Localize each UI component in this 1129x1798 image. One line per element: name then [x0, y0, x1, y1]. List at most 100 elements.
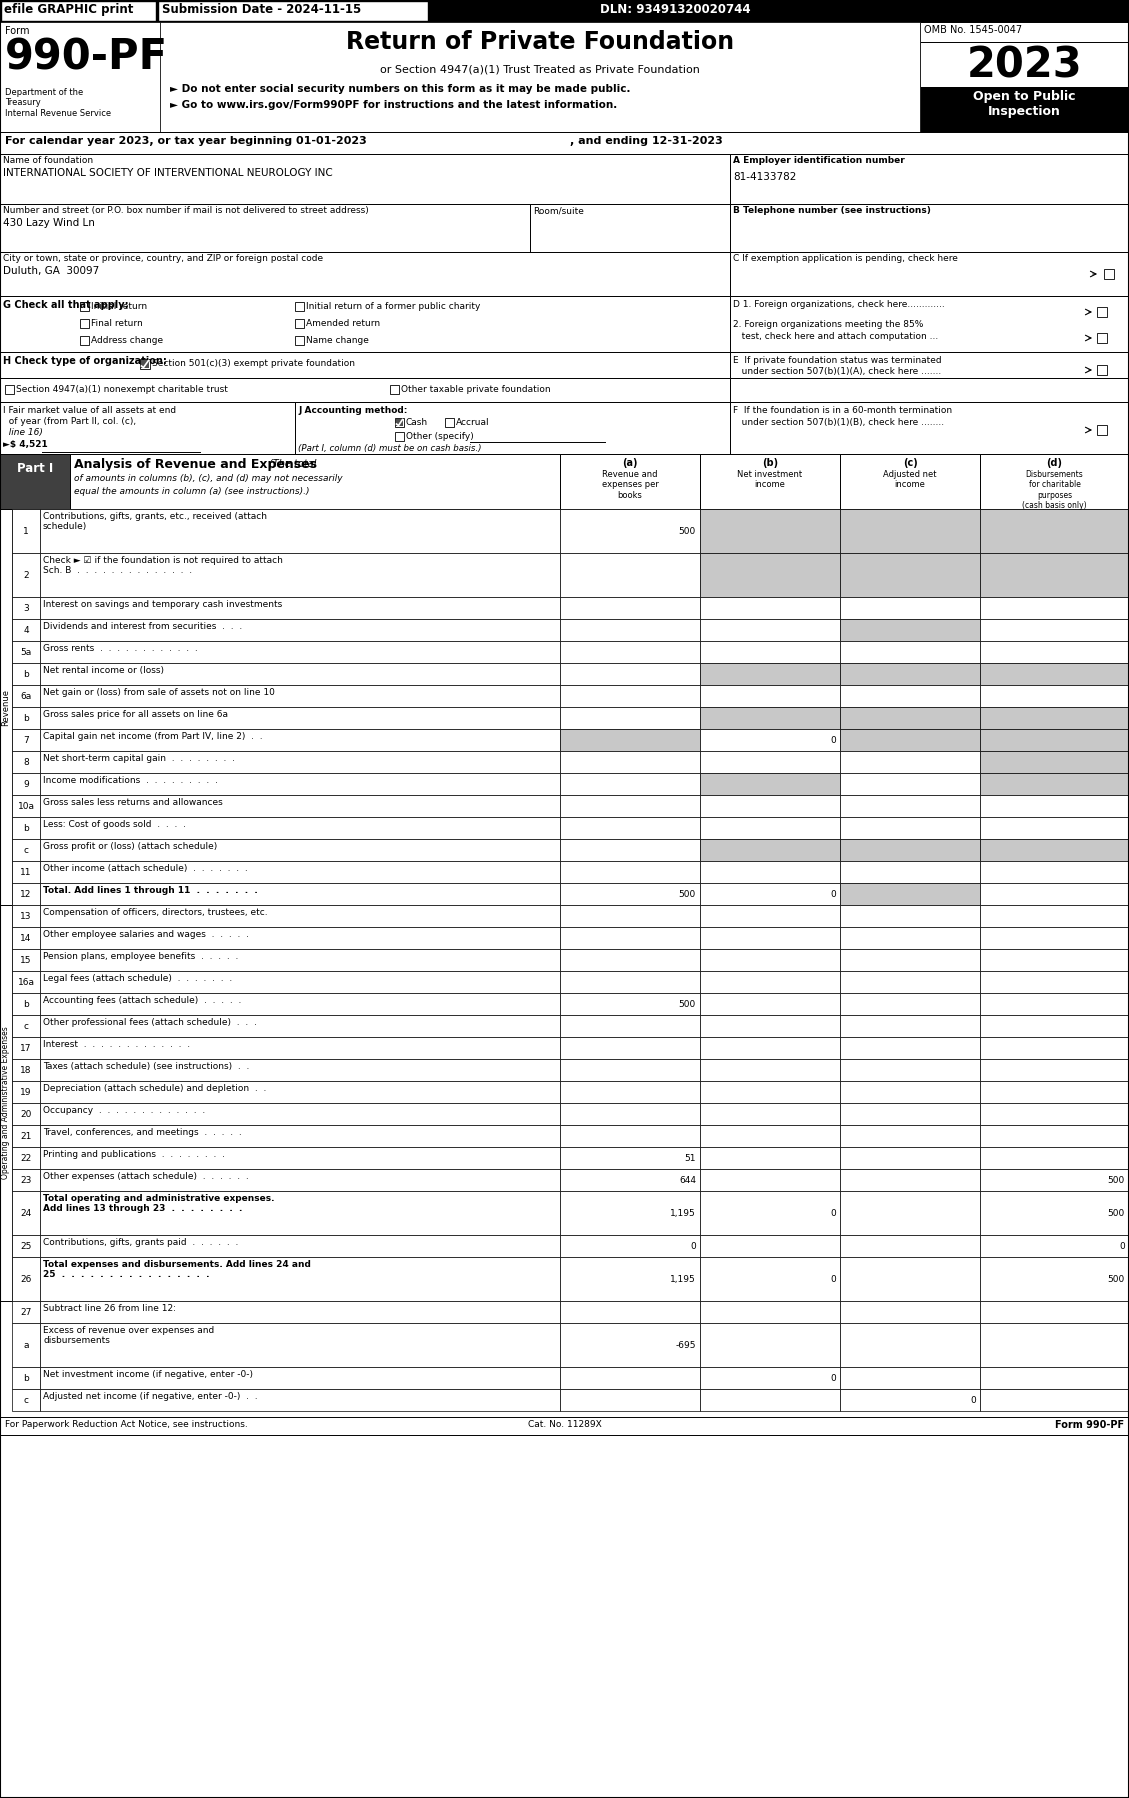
Text: 20: 20	[20, 1109, 32, 1118]
Text: 2023: 2023	[966, 45, 1083, 86]
Text: Name of foundation: Name of foundation	[3, 156, 93, 165]
Bar	[40, 1302, 560, 1323]
Bar	[12, 1390, 40, 1411]
Text: Other expenses (attach schedule)  .  .  .  .  .  .: Other expenses (attach schedule) . . . .…	[43, 1172, 248, 1181]
Bar	[1097, 365, 1108, 376]
Bar	[0, 403, 295, 455]
Bar	[730, 252, 1129, 297]
Bar	[12, 1147, 40, 1169]
Text: 2: 2	[24, 572, 29, 581]
Bar	[980, 773, 1129, 795]
Bar	[12, 1169, 40, 1190]
Text: Amended return: Amended return	[306, 318, 380, 327]
Bar	[980, 752, 1129, 773]
Text: Other (specify): Other (specify)	[406, 432, 474, 441]
Bar	[560, 861, 700, 883]
Bar	[40, 1366, 560, 1390]
Text: Interest  .  .  .  .  .  .  .  .  .  .  .  .  .: Interest . . . . . . . . . . . . .	[43, 1039, 190, 1048]
Bar	[40, 1102, 560, 1126]
Text: under section 507(b)(1)(A), check here .......: under section 507(b)(1)(A), check here .…	[733, 367, 942, 376]
Text: 500: 500	[679, 527, 695, 536]
Bar	[560, 795, 700, 816]
Bar	[80, 336, 89, 345]
Text: Gross sales price for all assets on line 6a: Gross sales price for all assets on line…	[43, 710, 228, 719]
Bar	[700, 773, 840, 795]
Bar	[0, 22, 160, 131]
Text: Depreciation (attach schedule) and depletion  .  .: Depreciation (attach schedule) and deple…	[43, 1084, 266, 1093]
Bar	[980, 1147, 1129, 1169]
Bar	[12, 554, 40, 597]
Text: 0: 0	[830, 1208, 835, 1217]
Bar	[40, 795, 560, 816]
Bar	[560, 685, 700, 707]
Bar	[840, 1126, 980, 1147]
Text: Gross sales less returns and allowances: Gross sales less returns and allowances	[43, 798, 222, 807]
Bar	[980, 904, 1129, 928]
Bar	[700, 1323, 840, 1366]
Bar	[5, 385, 14, 394]
Bar	[840, 728, 980, 752]
Bar	[700, 795, 840, 816]
Text: 15: 15	[20, 957, 32, 966]
Text: Total operating and administrative expenses.
Add lines 13 through 23  .  .  .  .: Total operating and administrative expen…	[43, 1194, 274, 1214]
Text: DLN: 93491320020744: DLN: 93491320020744	[599, 4, 751, 16]
Text: 7: 7	[23, 735, 29, 744]
Bar	[700, 1147, 840, 1169]
Bar	[840, 971, 980, 992]
Bar	[980, 1102, 1129, 1126]
Bar	[12, 992, 40, 1016]
Text: under section 507(b)(1)(B), check here ........: under section 507(b)(1)(B), check here .…	[733, 417, 944, 426]
Bar	[1097, 333, 1108, 343]
Text: 5a: 5a	[20, 647, 32, 656]
Bar	[12, 509, 40, 554]
Bar	[730, 352, 1129, 378]
Text: or Section 4947(a)(1) Trust Treated as Private Foundation: or Section 4947(a)(1) Trust Treated as P…	[380, 65, 700, 74]
Text: c: c	[24, 1395, 28, 1404]
Bar	[840, 795, 980, 816]
Text: For Paperwork Reduction Act Notice, see instructions.: For Paperwork Reduction Act Notice, see …	[5, 1420, 247, 1429]
Bar	[0, 352, 730, 378]
Text: 430 Lazy Wind Ln: 430 Lazy Wind Ln	[3, 218, 95, 228]
Bar	[700, 1102, 840, 1126]
Bar	[12, 928, 40, 949]
Bar	[12, 642, 40, 663]
Bar	[980, 883, 1129, 904]
Bar	[980, 619, 1129, 642]
Bar	[560, 1059, 700, 1081]
Text: 1,195: 1,195	[671, 1275, 695, 1284]
Text: G Check all that apply:: G Check all that apply:	[3, 300, 129, 309]
Bar	[920, 22, 1129, 41]
Bar	[980, 1081, 1129, 1102]
Bar	[160, 22, 920, 131]
Text: a: a	[24, 1341, 28, 1350]
Bar	[980, 816, 1129, 840]
Bar	[40, 773, 560, 795]
Bar	[980, 795, 1129, 816]
Bar	[840, 861, 980, 883]
Text: E  If private foundation status was terminated: E If private foundation status was termi…	[733, 356, 942, 365]
Bar	[12, 1235, 40, 1257]
Bar	[40, 971, 560, 992]
Text: Taxes (attach schedule) (see instructions)  .  .: Taxes (attach schedule) (see instruction…	[43, 1063, 250, 1072]
Bar	[700, 707, 840, 728]
Text: Cat. No. 11289X: Cat. No. 11289X	[528, 1420, 602, 1429]
Text: INTERNATIONAL SOCIETY OF INTERVENTIONAL NEUROLOGY INC: INTERNATIONAL SOCIETY OF INTERVENTIONAL …	[3, 167, 333, 178]
Bar	[560, 509, 700, 554]
Bar	[980, 642, 1129, 663]
Bar	[560, 597, 700, 619]
Bar	[295, 318, 304, 327]
Bar	[980, 928, 1129, 949]
Bar	[840, 509, 980, 554]
Bar	[12, 1126, 40, 1147]
Bar	[40, 1323, 560, 1366]
Bar	[700, 1235, 840, 1257]
Bar	[840, 1323, 980, 1366]
Bar	[700, 597, 840, 619]
Bar	[0, 378, 730, 403]
Bar	[840, 904, 980, 928]
Bar	[560, 904, 700, 928]
Text: Room/suite: Room/suite	[533, 207, 584, 216]
Text: Adjusted net income (if negative, enter -0-)  .  .: Adjusted net income (if negative, enter …	[43, 1392, 257, 1401]
Bar	[0, 155, 730, 203]
Bar	[840, 597, 980, 619]
